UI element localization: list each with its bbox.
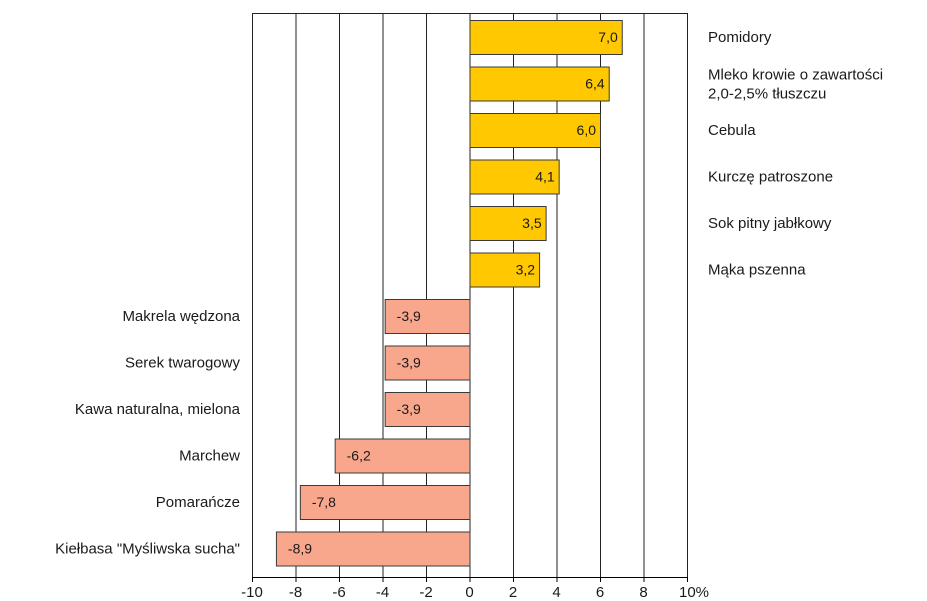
category-label: Marchew	[179, 448, 240, 465]
category-label: Kawa naturalna, mielona	[75, 401, 241, 418]
data-label: -3,9	[397, 308, 421, 324]
bar	[384, 345, 471, 381]
bar	[275, 531, 471, 567]
data-label: -3,9	[397, 401, 421, 417]
x-tick-label: 0	[465, 584, 473, 601]
bar	[469, 252, 541, 288]
x-tick-label: 10%	[679, 584, 709, 601]
x-tick-label: 6	[596, 584, 604, 601]
bar	[469, 159, 560, 195]
x-tick-label: 4	[552, 584, 560, 601]
category-label: Pomidory	[708, 29, 772, 46]
data-label: 7,0	[598, 29, 618, 45]
x-tick-label: -10	[241, 584, 263, 601]
x-tick-label: -2	[419, 584, 432, 601]
x-tick-label: -8	[289, 584, 302, 601]
bar	[469, 206, 547, 241]
data-label: 6,0	[577, 122, 597, 138]
category-label: Pomarańcze	[156, 494, 240, 511]
data-label: -3,9	[397, 355, 421, 371]
data-label: -7,8	[312, 494, 336, 510]
x-tick-label: -4	[376, 584, 389, 601]
bar	[384, 299, 471, 334]
category-label: Sok pitny jabłkowy	[708, 215, 832, 232]
bar	[384, 392, 471, 427]
category-label: Mąka pszenna	[708, 262, 806, 279]
bar	[299, 485, 471, 520]
category-label: Mleko krowie o zawartości 2,0-2,5% tłuszc…	[708, 67, 883, 103]
category-label: Serek twarogowy	[125, 355, 241, 372]
category-label: Kurczę patroszone	[708, 169, 833, 186]
x-tick-label: 8	[639, 584, 647, 601]
bar	[469, 113, 601, 148]
data-label: 3,5	[522, 215, 542, 231]
category-label: Makrela wędzona	[122, 308, 240, 325]
data-label: 4,1	[535, 169, 555, 185]
category-label: Kiełbasa "Myśliwska sucha"	[55, 541, 240, 558]
data-label: 3,2	[516, 262, 536, 278]
data-label: 6,4	[585, 76, 605, 92]
data-label: -6,2	[347, 448, 371, 464]
bar	[469, 20, 623, 55]
category-label: Cebula	[708, 122, 756, 139]
bar	[334, 438, 471, 474]
data-label: -8,9	[288, 541, 312, 557]
x-tick-label: -6	[332, 584, 345, 601]
x-tick-label: 2	[509, 584, 517, 601]
bar	[469, 66, 610, 102]
